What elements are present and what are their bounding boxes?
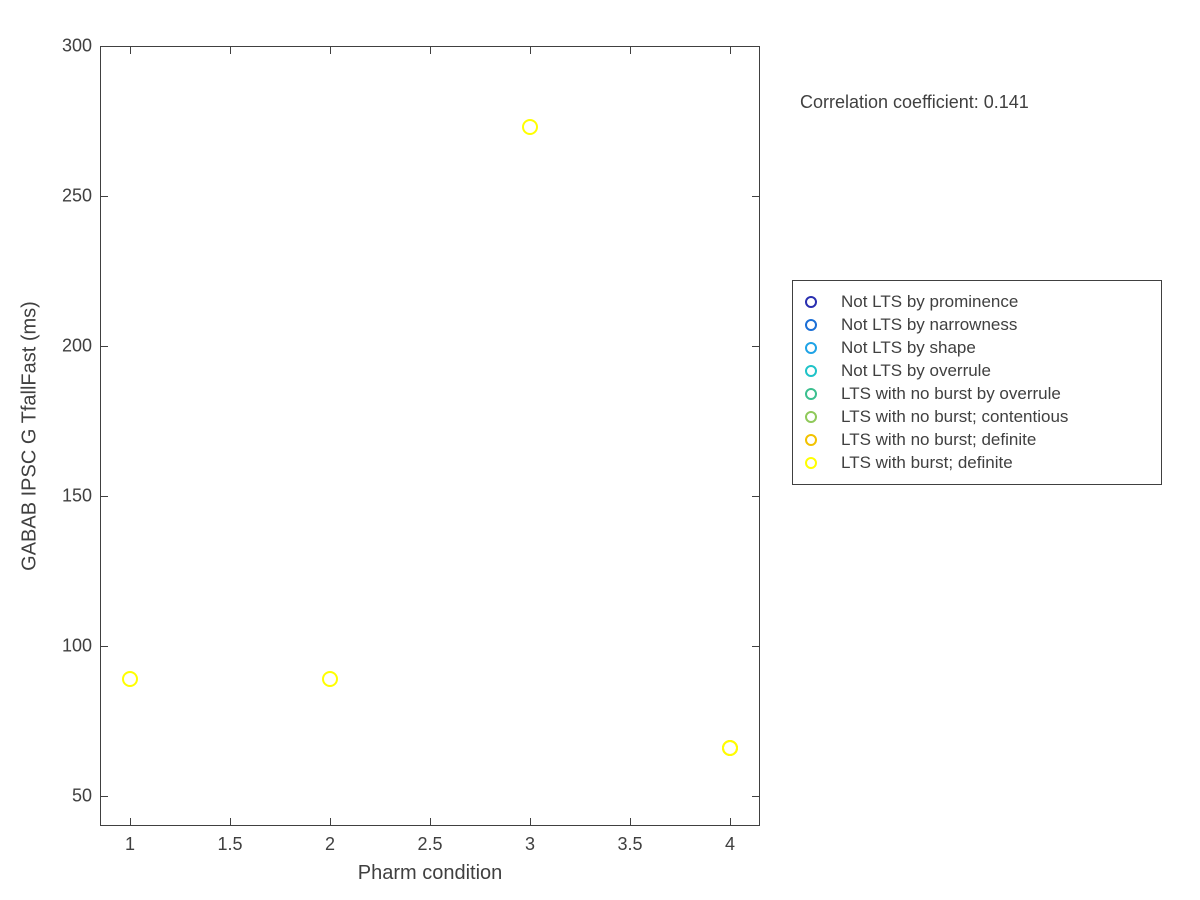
legend-entry: LTS with burst; definite xyxy=(805,453,1149,473)
y-tick-mark xyxy=(752,196,760,197)
x-tick-mark xyxy=(630,818,631,826)
legend-marker-icon xyxy=(805,319,817,331)
x-tick-mark xyxy=(330,818,331,826)
legend-marker-icon xyxy=(805,434,817,446)
scatter-marker xyxy=(722,740,738,756)
y-tick-label: 100 xyxy=(50,636,92,657)
x-tick-label: 1 xyxy=(125,834,135,855)
x-tick-mark xyxy=(530,818,531,826)
x-tick-label: 4 xyxy=(725,834,735,855)
legend-marker-icon xyxy=(805,411,817,423)
x-tick-mark xyxy=(530,46,531,54)
x-tick-mark xyxy=(430,46,431,54)
x-tick-mark xyxy=(430,818,431,826)
scatter-marker xyxy=(322,671,338,687)
y-tick-mark xyxy=(100,346,108,347)
legend-entry: Not LTS by overrule xyxy=(805,361,1149,381)
legend-entry: LTS with no burst; contentious xyxy=(805,407,1149,427)
y-tick-mark xyxy=(100,646,108,647)
x-tick-mark xyxy=(630,46,631,54)
legend-marker-icon xyxy=(805,342,817,354)
x-tick-label: 2.5 xyxy=(417,834,442,855)
x-tick-label: 1.5 xyxy=(217,834,242,855)
y-tick-label: 200 xyxy=(50,336,92,357)
y-tick-mark xyxy=(100,46,108,47)
legend: Not LTS by prominence Not LTS by narrowne… xyxy=(792,280,1162,485)
legend-entry: Not LTS by shape xyxy=(805,338,1149,358)
x-tick-mark xyxy=(730,46,731,54)
legend-marker-icon xyxy=(805,365,817,377)
legend-label: LTS with no burst; contentious xyxy=(841,407,1068,427)
y-tick-label: 300 xyxy=(50,36,92,57)
legend-marker-icon xyxy=(805,296,817,308)
y-tick-mark xyxy=(100,496,108,497)
y-tick-label: 150 xyxy=(50,486,92,507)
legend-entry: LTS with no burst; definite xyxy=(805,430,1149,450)
legend-label: Not LTS by narrowness xyxy=(841,315,1017,335)
legend-marker-icon xyxy=(805,388,817,400)
legend-label: Not LTS by overrule xyxy=(841,361,991,381)
x-tick-label: 3 xyxy=(525,834,535,855)
x-tick-mark xyxy=(230,818,231,826)
y-tick-label: 250 xyxy=(50,186,92,207)
x-tick-mark xyxy=(130,818,131,826)
y-tick-mark xyxy=(752,46,760,47)
legend-label: LTS with no burst by overrule xyxy=(841,384,1061,404)
y-axis-label: GABAB IPSC G TfallFast (ms) xyxy=(19,301,42,571)
x-tick-label: 2 xyxy=(325,834,335,855)
x-tick-label: 3.5 xyxy=(617,834,642,855)
correlation-annotation: Correlation coefficient: 0.141 xyxy=(800,92,1029,113)
legend-label: Not LTS by shape xyxy=(841,338,976,358)
legend-marker-icon xyxy=(805,457,817,469)
x-tick-mark xyxy=(130,46,131,54)
y-tick-label: 50 xyxy=(50,786,92,807)
chart-container: Correlation of GABAB IPSC G TfallFast (m… xyxy=(0,0,1200,900)
y-tick-mark xyxy=(100,196,108,197)
x-tick-mark xyxy=(230,46,231,54)
y-tick-mark xyxy=(752,346,760,347)
legend-label: Not LTS by prominence xyxy=(841,292,1018,312)
legend-label: LTS with burst; definite xyxy=(841,453,1013,473)
plot-area xyxy=(100,46,760,826)
legend-entry: LTS with no burst by overrule xyxy=(805,384,1149,404)
y-tick-mark xyxy=(100,796,108,797)
y-tick-mark xyxy=(752,796,760,797)
legend-label: LTS with no burst; definite xyxy=(841,430,1036,450)
scatter-marker xyxy=(522,119,538,135)
legend-entry: Not LTS by prominence xyxy=(805,292,1149,312)
scatter-marker xyxy=(122,671,138,687)
y-tick-mark xyxy=(752,496,760,497)
legend-entry: Not LTS by narrowness xyxy=(805,315,1149,335)
x-axis-label: Pharm condition xyxy=(100,862,760,885)
x-tick-mark xyxy=(730,818,731,826)
x-tick-mark xyxy=(330,46,331,54)
y-tick-mark xyxy=(752,646,760,647)
